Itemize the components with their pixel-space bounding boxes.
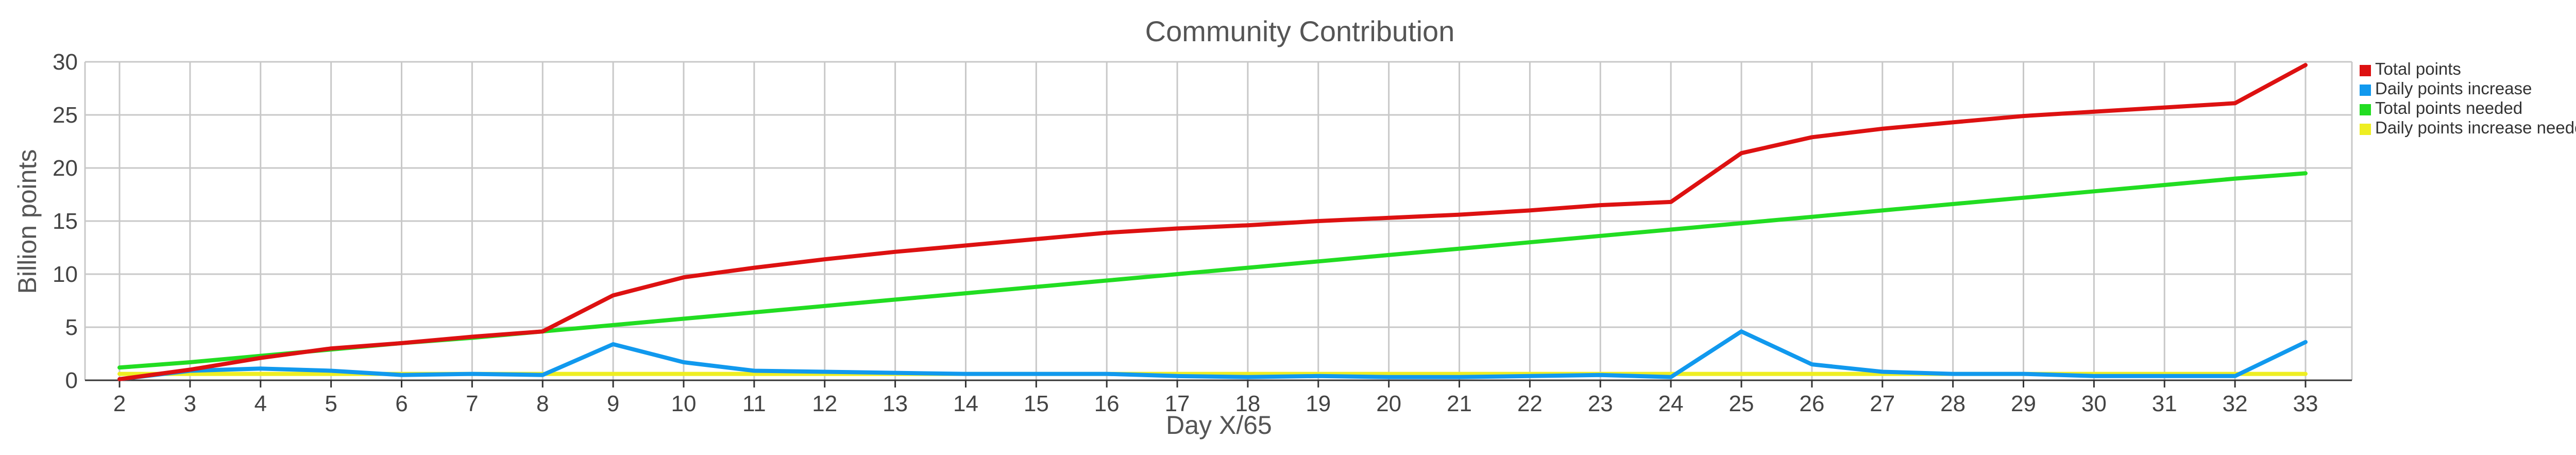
x-tick-label: 25 (1729, 391, 1754, 416)
series-line-total-points (117, 63, 2308, 381)
series-lines (117, 63, 2308, 381)
x-tick-labels: 2 3 4 5 6 7 8 9 10 11 12 13 14 15 16 17 18 19 20 21 22 23 24 25… (113, 391, 2318, 416)
x-tick-label: 22 (1517, 391, 1543, 416)
legend-swatch-total-points-needed (2360, 104, 2371, 115)
legend-swatch-daily-points-increase-needed (2360, 124, 2371, 135)
x-tick-label: 13 (883, 391, 908, 416)
x-tick-label: 12 (812, 391, 837, 416)
x-tick-label: 20 (1376, 391, 1401, 416)
x-tick-label: 8 (536, 391, 549, 416)
x-tick-label: 23 (1588, 391, 1613, 416)
x-tick-label: 15 (1024, 391, 1049, 416)
x-tick-label: 14 (953, 391, 978, 416)
x-tick-label: 2 (113, 391, 126, 416)
legend-label: Total points needed (2375, 98, 2522, 117)
x-tick-label: 30 (2081, 391, 2107, 416)
x-tick-label: 31 (2152, 391, 2177, 416)
y-tick-label: 5 (65, 315, 78, 340)
x-tick-label: 32 (2223, 391, 2248, 416)
x-tick-label: 27 (1870, 391, 1895, 416)
x-tick-label: 6 (395, 391, 408, 416)
y-tick-label: 10 (53, 262, 78, 287)
x-tick-label: 10 (671, 391, 696, 416)
y-tick-label: 0 (65, 368, 78, 393)
x-tick-label: 33 (2293, 391, 2318, 416)
x-tick-label: 17 (1165, 391, 1190, 416)
x-tick-label: 21 (1447, 391, 1472, 416)
legend-label: Total points (2375, 59, 2461, 78)
y-axis-label: Billion points (13, 149, 42, 294)
grid (84, 61, 2353, 380)
x-tick-label: 9 (607, 391, 619, 416)
x-tick-label: 4 (254, 391, 266, 416)
x-tick-label: 7 (466, 391, 478, 416)
y-tick-label: 20 (53, 156, 78, 181)
legend-swatch-total-points (2360, 65, 2371, 76)
x-tick-label: 11 (742, 391, 766, 416)
legend-label: Daily points increase (2375, 79, 2532, 98)
x-tick-label: 29 (2011, 391, 2036, 416)
y-tick-label: 30 (53, 49, 78, 75)
y-tick-label: 15 (53, 209, 78, 234)
y-tick-label: 25 (53, 103, 78, 128)
series-line-daily-points-increase (117, 329, 2308, 381)
x-tick-label: 28 (1940, 391, 1965, 416)
x-tick-label: 26 (1799, 391, 1824, 416)
x-tick-label: 16 (1094, 391, 1120, 416)
x-axis-label: Day X/65 (1166, 411, 1272, 440)
axes (85, 379, 2352, 387)
legend-swatch-daily-points-increase (2360, 85, 2371, 96)
x-tick-label: 5 (325, 391, 337, 416)
legend-label: Daily points increase needed (2375, 118, 2576, 137)
chart-title: Community Contribution (1145, 15, 1455, 47)
x-tick-label: 19 (1306, 391, 1331, 416)
y-tick-labels: 0 5 10 15 20 25 30 (53, 49, 78, 393)
x-tick-label: 18 (1235, 391, 1260, 416)
x-tick-label: 24 (1658, 391, 1684, 416)
x-tick-label: 3 (184, 391, 196, 416)
